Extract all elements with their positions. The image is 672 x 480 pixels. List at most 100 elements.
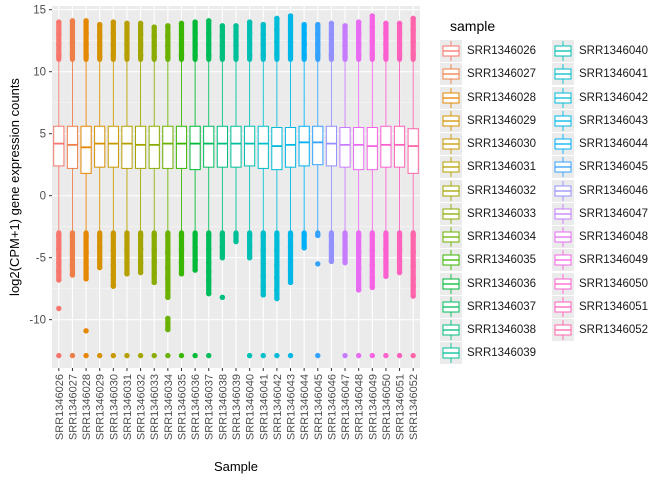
legend-item: SRR1346029: [440, 109, 536, 132]
legend-key: [440, 342, 462, 365]
box-SRR1346040: [244, 19, 256, 359]
legend-key-glyph: [442, 250, 460, 271]
legend-label: SRR1346034: [467, 231, 537, 243]
legend-key-glyph: [442, 64, 460, 85]
legend-key: [440, 202, 462, 225]
legend-key-glyph: [442, 273, 460, 294]
legend-item: SRR1346048: [552, 226, 648, 248]
box-SRR1346026: [53, 19, 65, 359]
legend-key: [440, 272, 462, 295]
box-SRR1346029: [94, 21, 106, 359]
outlier-point: [328, 258, 335, 265]
box-body: [148, 125, 160, 169]
box-SRR1346034: [162, 23, 174, 359]
legend-item: SRR1346051: [552, 295, 648, 318]
box-body: [257, 125, 269, 169]
legend-key: [440, 226, 462, 248]
legend-label: SRR1346050: [579, 277, 649, 290]
outlier-point: [301, 245, 307, 251]
legend-label: SRR1346030: [467, 138, 537, 150]
outlier-point: [410, 15, 416, 22]
x-tick-label: SRR1346045: [313, 374, 325, 440]
legend-item: SRR1346037: [440, 295, 536, 318]
legend-item: SRR1346049: [552, 249, 649, 272]
x-tick-label: SRR1346050: [381, 374, 393, 440]
x-tick-label: SRR1346039: [231, 374, 243, 440]
outlier-point: [56, 305, 62, 312]
legend-key: [440, 179, 462, 202]
outlier-point: [178, 20, 185, 27]
legend-key: [440, 63, 462, 86]
outlier-point: [383, 273, 389, 279]
box-body: [189, 125, 201, 171]
outlier-point: [110, 19, 117, 25]
x-tick-label: SRR1346034: [163, 374, 175, 440]
outlier-point: [369, 352, 375, 359]
x-tick-label: SRR1346044: [299, 374, 311, 440]
x-tick-label: SRR1346051: [395, 374, 407, 440]
legend-key: [440, 319, 462, 341]
outlier-point: [342, 23, 348, 29]
box-body: [216, 125, 228, 168]
legend-item: SRR1346052: [552, 319, 648, 341]
legend-key-glyph: [554, 273, 572, 294]
legend-item: SRR1346047: [552, 202, 648, 225]
outlier-point: [315, 352, 321, 359]
x-tick-label: SRR1346048: [354, 374, 366, 440]
outlier-point: [178, 271, 185, 277]
legend-item: SRR1346030: [440, 133, 536, 155]
x-tick-label: SRR1346038: [217, 374, 229, 440]
box-SRR1346041: [257, 21, 269, 359]
legend-key: [552, 272, 574, 295]
legend-label: SRR1346043: [579, 114, 649, 127]
outlier-point: [110, 283, 117, 289]
outlier-point: [124, 20, 130, 27]
outlier-point: [410, 293, 416, 299]
legend-item: SRR1346045: [552, 156, 648, 179]
outlier-point: [219, 294, 226, 301]
legend-item: SRR1346026: [440, 40, 536, 62]
legend-item: SRR1346044: [552, 133, 648, 155]
box-body: [339, 126, 351, 168]
outlier-point: [165, 352, 171, 359]
legend-label: SRR1346039: [467, 347, 537, 360]
x-tick-label: SRR1346043: [286, 374, 298, 440]
outlier-point: [396, 20, 403, 27]
box-body: [53, 125, 65, 167]
outlier-point: [301, 21, 307, 28]
outlier-point: [219, 254, 226, 261]
legend-key: [552, 109, 574, 132]
legend-key-glyph: [442, 87, 460, 108]
box-SRR1346050: [380, 20, 392, 359]
legend-key-glyph: [442, 41, 460, 61]
box-body: [134, 125, 147, 169]
legend-key-glyph: [554, 227, 572, 247]
legend-label: SRR1346027: [467, 68, 537, 81]
legend-item: SRR1346039: [440, 342, 537, 365]
legend-key: [552, 179, 574, 202]
box-body: [407, 128, 419, 174]
box-body: [94, 125, 106, 168]
x-tick-label: SRR1346029: [95, 374, 107, 440]
box-body: [175, 125, 188, 169]
legend-key: [552, 40, 574, 62]
outlier-point: [192, 352, 198, 359]
outlier-point: [369, 284, 375, 291]
legend-item: SRR1346028: [440, 86, 536, 109]
legend-key: [552, 319, 574, 341]
legend-item: SRR1346031: [440, 156, 536, 179]
outlier-point: [110, 352, 117, 359]
x-tick-label: SRR1346035: [176, 374, 188, 440]
outlier-point: [151, 352, 157, 359]
legend-label: SRR1346049: [579, 254, 649, 267]
legend-key-glyph: [554, 41, 572, 61]
legend-key: [552, 63, 574, 86]
outlier-point: [287, 13, 294, 19]
legend-key-glyph: [554, 296, 572, 317]
legend-label: SRR1346052: [579, 324, 649, 336]
legend-key-glyph: [554, 157, 572, 178]
x-tick-label: SRR1346046: [326, 374, 338, 440]
x-tick-label: SRR1346030: [108, 374, 120, 440]
outlier-point: [56, 352, 62, 359]
